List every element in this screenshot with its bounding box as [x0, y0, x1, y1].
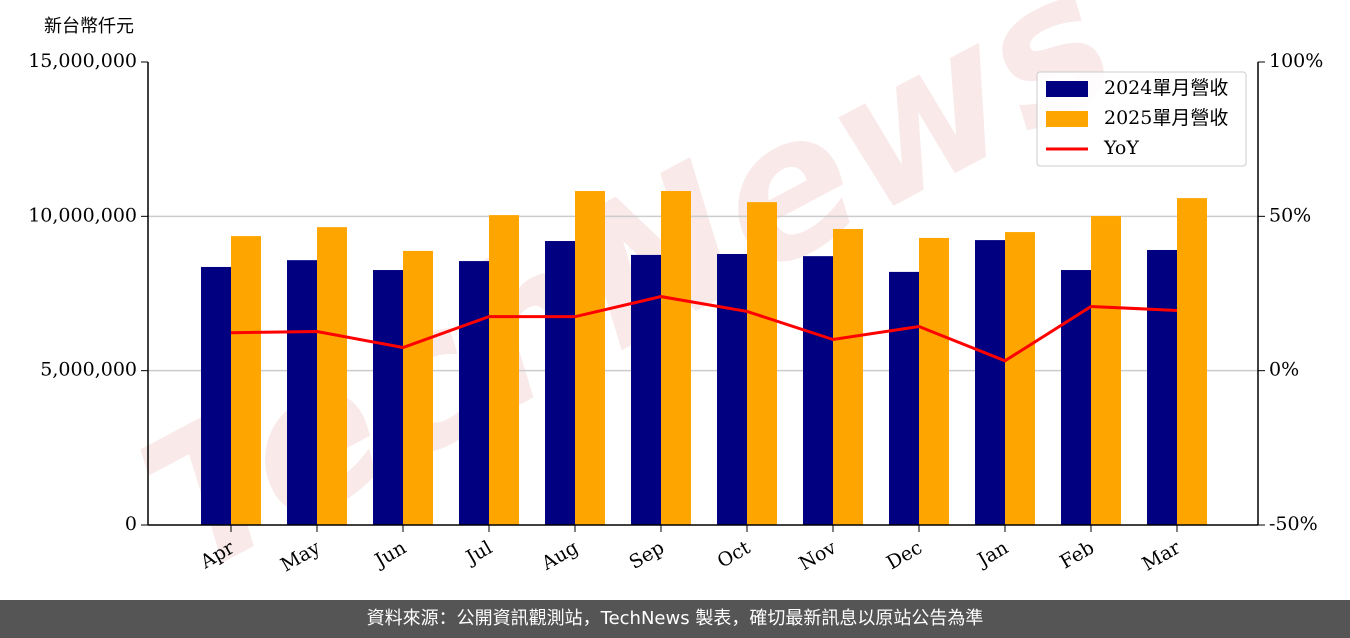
bar — [317, 227, 347, 526]
bar — [1061, 270, 1091, 525]
bar — [545, 241, 575, 525]
x-tick-label: Nov — [795, 536, 840, 575]
bar — [231, 236, 261, 525]
bar — [631, 254, 661, 525]
legend-box — [1036, 71, 1247, 167]
bar — [919, 237, 949, 525]
y2-tick-label: 0% — [1269, 359, 1299, 381]
y-tick-label: 0 — [125, 513, 137, 535]
bar — [575, 191, 605, 526]
legend-swatch — [1046, 111, 1088, 127]
bar — [489, 215, 519, 525]
legend-label: 2025單月營收 — [1104, 107, 1228, 129]
x-tick-label: Feb — [1056, 537, 1098, 574]
y-axis-label: 新台幣仟元 — [44, 16, 134, 37]
bar — [661, 191, 691, 526]
x-tick-label: Sep — [625, 537, 668, 574]
bar — [1177, 198, 1207, 525]
bar — [403, 250, 433, 526]
x-tick-label: Dec — [883, 537, 926, 575]
bar — [717, 253, 747, 525]
chart: 新台幣仟元 TechNews 05,000,00010,000,00015,00… — [28, 0, 1323, 618]
y-tick-label: 10,000,000 — [28, 204, 137, 226]
footer: 資料來源：公開資訊觀測站，TechNews 製表，確切最新訊息以原站公告為準 — [0, 600, 1350, 638]
bar — [747, 202, 777, 525]
bar — [889, 271, 919, 525]
legend-label: YoY — [1103, 137, 1139, 159]
y-tick-label: 15,000,000 — [28, 50, 137, 72]
bar — [1147, 249, 1177, 525]
x-tick-label: Jul — [461, 537, 496, 570]
y2-tick-label: 50% — [1269, 204, 1311, 226]
x-tick-label: Mar — [1138, 536, 1184, 575]
x-tick-label: Jun — [369, 537, 410, 573]
line-series — [230, 295, 1178, 363]
legend-swatch — [1046, 81, 1088, 97]
legend-label: 2024單月營收 — [1104, 77, 1228, 99]
bar — [459, 261, 489, 525]
x-tick-label: Aug — [537, 537, 582, 576]
x-tick-label: Oct — [714, 536, 755, 572]
bar — [1091, 216, 1121, 526]
bar — [373, 270, 403, 525]
y-tick-label: 5,000,000 — [40, 359, 137, 381]
bar — [833, 228, 863, 526]
y2-tick-label: 100% — [1269, 50, 1323, 72]
bar — [803, 256, 833, 525]
bar — [287, 260, 317, 525]
y2-tick-label: -50% — [1269, 513, 1318, 535]
bar — [1005, 232, 1035, 526]
bar — [201, 266, 231, 525]
bar — [975, 240, 1005, 526]
x-tick-label: Jan — [972, 537, 1012, 573]
